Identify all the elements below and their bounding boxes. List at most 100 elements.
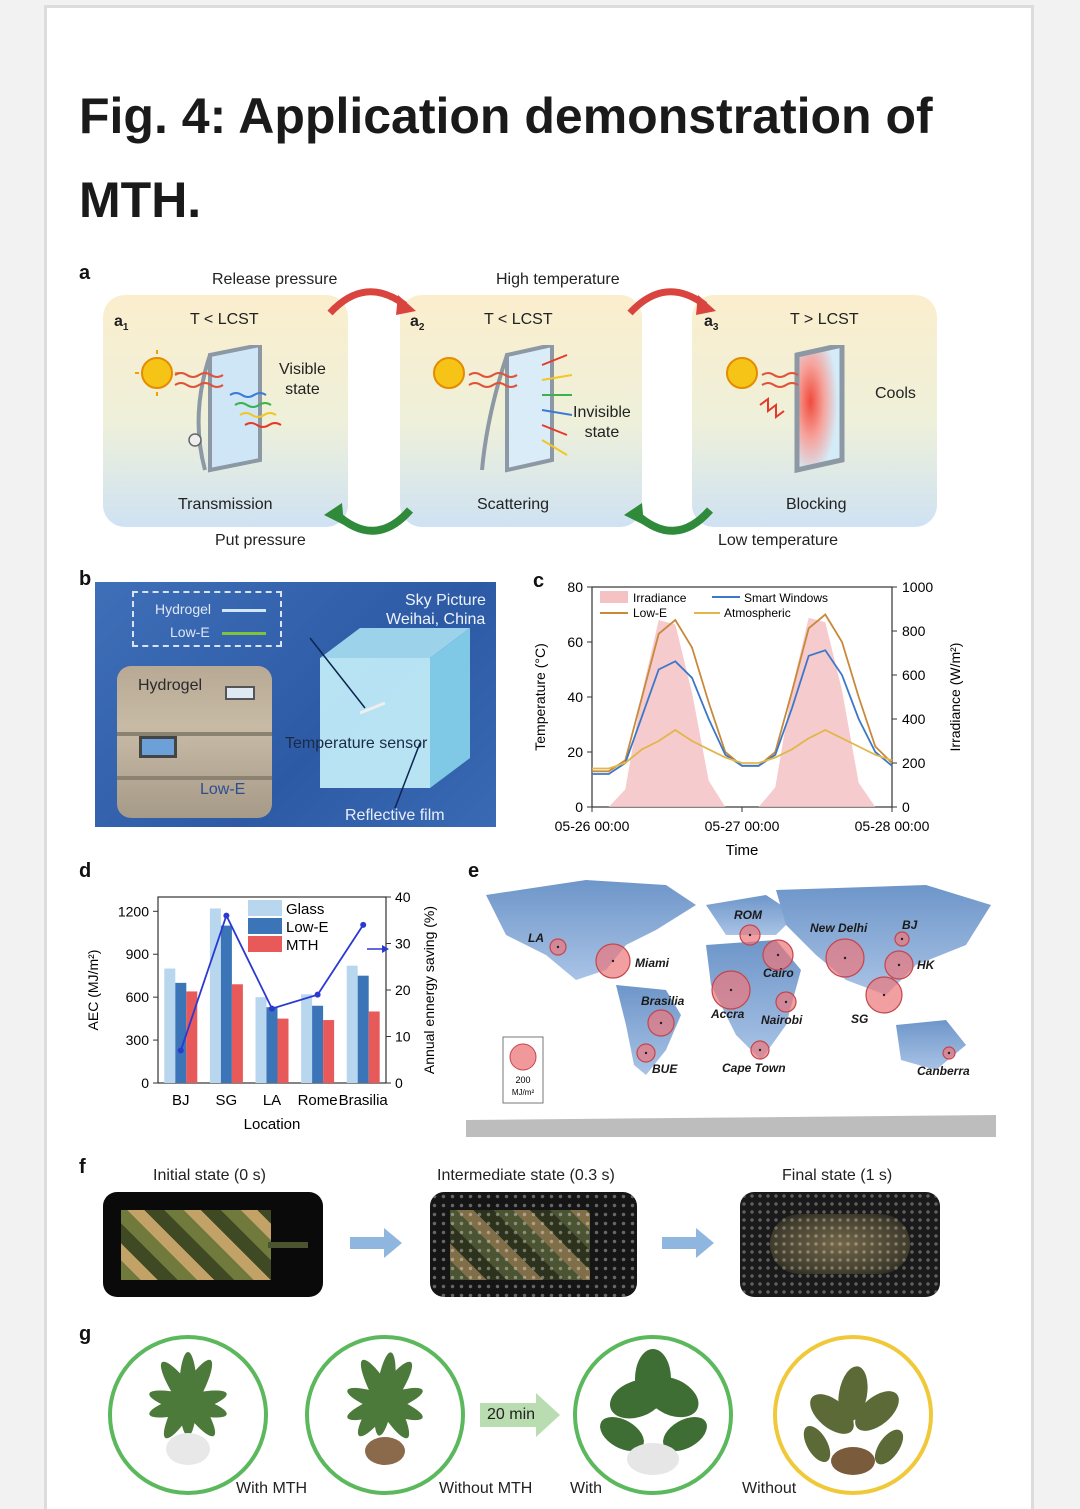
chart-c-ylabel-right: Irradiance (W/m²) [947,643,963,752]
transition-arrows [324,288,716,535]
test-box-illustration [309,628,470,809]
bar-low-e-brasilia [357,975,369,1083]
antarctica-shape [466,1115,996,1137]
y-right-tick-label: 400 [902,711,926,727]
city-label-new-delhi: New Delhi [810,921,868,935]
y-right-tick-label: 600 [902,667,926,683]
a2-condition: T < LCST [484,311,553,328]
d-y-left-tick-label: 0 [141,1075,149,1091]
energy-saving-point [360,921,367,928]
bubble-center-cairo [776,953,780,957]
d-y-left-tick-label: 1200 [118,903,149,919]
bar-mth-brasilia [368,1011,380,1083]
chart-d-legend: Glass Low-E MTH [248,900,329,954]
a3-mode: Blocking [786,496,847,513]
a1-window-illustration [135,345,282,473]
release-pressure-label: Release pressure [212,271,338,288]
bar-low-e-bj [175,982,187,1083]
plant-with-mth-image [149,1352,227,1465]
final-state-label: Final state (1 s) [782,1167,893,1184]
city-label-cairo: Cairo [763,966,794,980]
energy-saving-point [177,1047,184,1054]
bar-low-e-rome [312,1005,324,1083]
legend-mth-swatch [248,936,282,952]
north-america-shape [486,880,696,980]
d-x-tick-label: BJ [172,1092,190,1109]
saving-axis-pointer-head [382,945,389,953]
legend-atmospheric: Atmospheric [724,606,791,620]
a2-window-illustration [433,345,573,473]
city-label-sg: SG [851,1012,868,1026]
a1-state: Visible state [279,361,326,398]
city-label-cape-town: Cape Town [722,1061,786,1075]
series-smart-windows [592,649,893,775]
legend-smart-windows: Smart Windows [744,591,828,605]
time-arrow [480,1393,560,1437]
bar-mth-sg [231,984,243,1083]
d-x-tick-label: Brasilia [339,1092,389,1109]
d-y-right-tick-label: 20 [395,982,411,998]
bubble-center-cape-town [758,1048,762,1052]
scale-value: 200 [515,1075,530,1085]
plant-without-after-circle [773,1335,933,1495]
bar-mth-la [277,1018,289,1083]
rooftop-photo [117,666,272,818]
a1-condition: T < LCST [190,311,259,328]
location-label: Weihai, China [386,611,486,628]
world-energy-map: LA Miami Brasilia BUE ROM Cairo Accra Nairobi Ca… [466,880,996,1137]
city-label-hk: HK [917,958,936,972]
bar-glass-rome [301,994,313,1083]
bar-low-e-sg [220,925,232,1083]
a3-window-illustration [726,345,845,474]
d-y-right-tick-label: 0 [395,1075,403,1091]
d-y-right-tick-label: 10 [395,1029,411,1045]
a2-tag: a2 [410,313,425,334]
bar-glass-brasilia [346,965,358,1083]
y-right-tick-label: 1000 [902,579,933,595]
scale-unit: MJ/m² [512,1088,535,1097]
city-label-rom: ROM [734,908,763,922]
legend-lowe-label: Low-E [170,624,210,640]
x-tick-label: 05-27 00:00 [705,818,780,834]
city-label-bue: BUE [652,1062,678,1076]
chart-c-ylabel-left: Temperature (°C) [532,643,548,751]
bubble-center-brasilia [659,1021,663,1025]
bubble-center-nairobi [784,1000,788,1004]
bar-mth-rome [323,1020,335,1083]
a1-mode: Transmission [178,496,273,513]
reflective-film-label: Reflective film [345,807,445,824]
legend-lowe-line [222,632,266,635]
a2-state: Invisible state [573,404,631,441]
d-y-right-tick-label: 30 [395,936,411,952]
legend-hydrogel-label: Hydrogel [155,601,212,617]
energy-saving-point [223,912,230,919]
y-left-tick-label: 0 [575,799,583,815]
aec-bar-chart: 0 300 600 900 1200 0 10 20 30 40 BJ SG LA Rome Brasili… [85,889,437,1133]
a3-tag: a3 [704,313,719,334]
sky-picture-label: Sky Picture [405,592,486,609]
d-y-left-tick-label: 600 [126,989,150,1005]
bubble-center-miami [611,959,615,963]
legend-glass-swatch [248,900,282,916]
legend-lowe-d: Low-E [286,919,329,936]
panel-b-label: b [79,568,92,590]
photo-lowe-label: Low-E [200,781,246,798]
panel-f-label: f [79,1156,86,1178]
plant-with-mth-circle [108,1335,268,1495]
city-label-bj: BJ [902,918,918,932]
a3-condition: T > LCST [790,311,859,328]
series-atmospheric [592,728,893,770]
city-label-accra: Accra [710,1007,745,1021]
legend-lowe-swatch-d [248,918,282,934]
d-y-left-tick-label: 300 [126,1032,150,1048]
panel-e-label: e [468,860,480,882]
x-tick-label: 05-28 00:00 [855,818,930,834]
plant-without-after-image [803,1366,904,1475]
plant-without-mth-image [347,1352,423,1465]
energy-saving-point [314,991,321,998]
chart-d-ylabel-right: Annual ennergy saving (%) [421,906,437,1074]
city-label-canberra: Canberra [917,1064,970,1078]
y-left-tick-label: 80 [567,579,583,595]
state-arrow-2 [662,1228,714,1258]
